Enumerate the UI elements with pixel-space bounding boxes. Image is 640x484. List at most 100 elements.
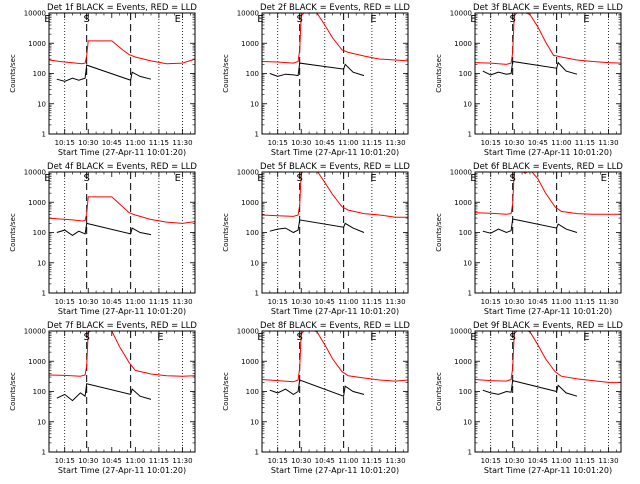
lld-series-line [475, 331, 621, 383]
plot-frame [474, 12, 622, 135]
marker-letter: S [296, 173, 302, 184]
chart-title: Det 5f BLACK = Events, RED = LLD [260, 162, 410, 172]
y-tick-label: 10 [37, 100, 46, 108]
y-tick-label: 1000 [241, 40, 259, 48]
x-tick-label: 10:15 [55, 298, 75, 306]
x-tick-label: 10:15 [268, 298, 288, 306]
x-tick-label: 11:15 [575, 139, 595, 147]
x-axis-label: Start Time (27-Apr-11 10:01:20) [271, 148, 399, 157]
y-tick-label: 10000 [237, 169, 259, 177]
lld-series-line [475, 172, 621, 215]
x-tick-label: 11:15 [362, 457, 382, 465]
y-tick-label: 100 [246, 70, 259, 78]
x-axis-label: Start Time (27-Apr-11 10:01:20) [58, 307, 186, 316]
y-tick-label: 100 [459, 70, 472, 78]
y-tick-label: 10000 [450, 169, 472, 177]
y-tick-label: 10 [250, 418, 259, 426]
y-tick-label: 100 [33, 229, 46, 237]
marker-letter: E [601, 173, 607, 184]
x-tick-label: 10:45 [102, 457, 122, 465]
x-tick-label: 11:15 [362, 139, 382, 147]
y-tick-label: 1 [255, 290, 259, 298]
marker-letter: E [370, 173, 376, 184]
lld-series-line [262, 331, 408, 383]
x-tick-label: 11:15 [575, 298, 595, 306]
x-axis-label: Start Time (27-Apr-11 10:01:20) [58, 148, 186, 157]
marker-letter: E [257, 14, 263, 25]
y-tick-label: 1000 [454, 40, 472, 48]
chart-title: Det 2f BLACK = Events, RED = LLD [260, 3, 410, 13]
x-tick-label: 11:00 [125, 298, 145, 306]
x-tick-label: 11:30 [385, 457, 405, 465]
chart-title: Det 8f BLACK = Events, RED = LLD [260, 321, 410, 331]
x-axis-label: Start Time (27-Apr-11 10:01:20) [484, 307, 612, 316]
plot-frame [261, 171, 409, 294]
x-tick-label: 10:45 [528, 457, 548, 465]
y-tick-label: 1000 [28, 358, 46, 366]
events-series-line [482, 218, 578, 234]
y-tick-label: 1000 [241, 199, 259, 207]
y-tick-label: 1 [42, 131, 46, 139]
x-tick-label: 11:00 [125, 139, 145, 147]
y-tick-label: 10000 [450, 10, 472, 18]
x-tick-label: 10:15 [481, 457, 501, 465]
events-series-line [269, 62, 365, 77]
marker-letter: E [370, 332, 376, 343]
x-tick-label: 10:15 [55, 139, 75, 147]
y-tick-label: 10 [463, 100, 472, 108]
y-tick-label: 1000 [28, 40, 46, 48]
y-tick-label: 1000 [454, 199, 472, 207]
y-tick-label: 10000 [24, 328, 46, 336]
lld-series-line [475, 13, 621, 65]
events-series-line [482, 379, 578, 397]
x-tick-label: 11:15 [575, 457, 595, 465]
events-series-line [482, 60, 578, 76]
x-tick-label: 10:30 [504, 298, 524, 306]
x-tick-label: 11:30 [598, 457, 618, 465]
y-tick-label: 100 [246, 388, 259, 396]
x-tick-label: 10:15 [55, 457, 75, 465]
y-tick-label: 1 [468, 131, 472, 139]
events-series-line [269, 379, 365, 397]
x-tick-label: 11:15 [362, 298, 382, 306]
x-tick-label: 10:30 [291, 139, 311, 147]
chart-panel: Det 4f BLACK = Events, RED = LLD Counts/s… [9, 162, 197, 316]
y-tick-label: 10000 [450, 328, 472, 336]
x-tick-label: 10:45 [102, 298, 122, 306]
marker-letter: S [509, 14, 515, 25]
marker-letter: E [470, 173, 476, 184]
y-axis-label: Counts/sec [435, 54, 443, 93]
x-tick-label: 10:45 [528, 298, 548, 306]
x-tick-label: 10:30 [504, 139, 524, 147]
lld-series-line [49, 196, 195, 224]
y-tick-label: 10000 [24, 10, 46, 18]
chart-title: Det 7f BLACK = Events, RED = LLD [47, 321, 197, 331]
chart-panel: Det 3f BLACK = Events, RED = LLD Counts/s… [435, 3, 623, 157]
x-tick-label: 10:30 [504, 457, 524, 465]
marker-letter: E [583, 14, 589, 25]
chart-title: Det 3f BLACK = Events, RED = LLD [473, 3, 623, 13]
marker-letter: S [296, 14, 302, 25]
lld-series-line [262, 172, 408, 218]
x-tick-label: 10:45 [315, 457, 335, 465]
x-axis-label: Start Time (27-Apr-11 10:01:20) [484, 466, 612, 475]
y-tick-label: 100 [246, 229, 259, 237]
x-tick-label: 11:00 [551, 139, 571, 147]
marker-letter: E [257, 332, 263, 343]
y-tick-label: 10 [250, 259, 259, 267]
x-tick-label: 11:00 [338, 298, 358, 306]
chart-panel: Det 8f BLACK = Events, RED = LLD Counts/s… [222, 321, 410, 475]
x-tick-label: 11:30 [385, 298, 405, 306]
x-tick-label: 10:15 [268, 457, 288, 465]
y-axis-label: Counts/sec [435, 213, 443, 252]
x-tick-label: 11:30 [172, 457, 192, 465]
plot-frame [261, 330, 409, 453]
plot-frame [474, 330, 622, 453]
chart-panel: Det 7f BLACK = Events, RED = LLD Counts/s… [9, 321, 197, 475]
marker-letter: E [470, 332, 476, 343]
x-tick-label: 11:00 [551, 298, 571, 306]
lld-series-line [49, 40, 195, 65]
y-axis-label: Counts/sec [9, 372, 17, 411]
y-tick-label: 100 [459, 229, 472, 237]
x-axis-label: Start Time (27-Apr-11 10:01:20) [271, 466, 399, 475]
